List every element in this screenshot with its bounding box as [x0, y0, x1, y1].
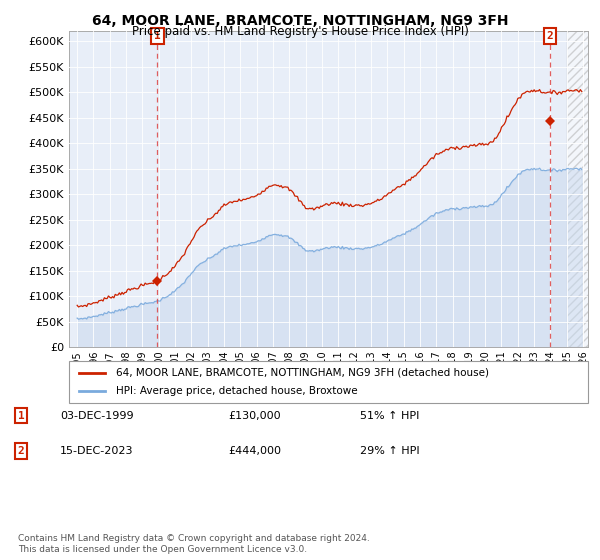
Text: 15-DEC-2023: 15-DEC-2023: [60, 446, 133, 456]
Text: £130,000: £130,000: [228, 410, 281, 421]
Text: Price paid vs. HM Land Registry's House Price Index (HPI): Price paid vs. HM Land Registry's House …: [131, 25, 469, 38]
Text: 2: 2: [17, 446, 25, 456]
Text: 1: 1: [17, 410, 25, 421]
Text: 64, MOOR LANE, BRAMCOTE, NOTTINGHAM, NG9 3FH (detached house): 64, MOOR LANE, BRAMCOTE, NOTTINGHAM, NG9…: [116, 368, 489, 378]
Text: £444,000: £444,000: [228, 446, 281, 456]
Text: HPI: Average price, detached house, Broxtowe: HPI: Average price, detached house, Brox…: [116, 386, 358, 396]
Text: 2: 2: [547, 31, 553, 41]
Text: 51% ↑ HPI: 51% ↑ HPI: [360, 410, 419, 421]
Text: 03-DEC-1999: 03-DEC-1999: [60, 410, 134, 421]
Text: 64, MOOR LANE, BRAMCOTE, NOTTINGHAM, NG9 3FH: 64, MOOR LANE, BRAMCOTE, NOTTINGHAM, NG9…: [92, 14, 508, 28]
Bar: [567, 31, 600, 347]
FancyBboxPatch shape: [69, 361, 588, 403]
Text: 1: 1: [154, 31, 161, 41]
Text: Contains HM Land Registry data © Crown copyright and database right 2024.
This d: Contains HM Land Registry data © Crown c…: [18, 534, 370, 554]
Text: 29% ↑ HPI: 29% ↑ HPI: [360, 446, 419, 456]
